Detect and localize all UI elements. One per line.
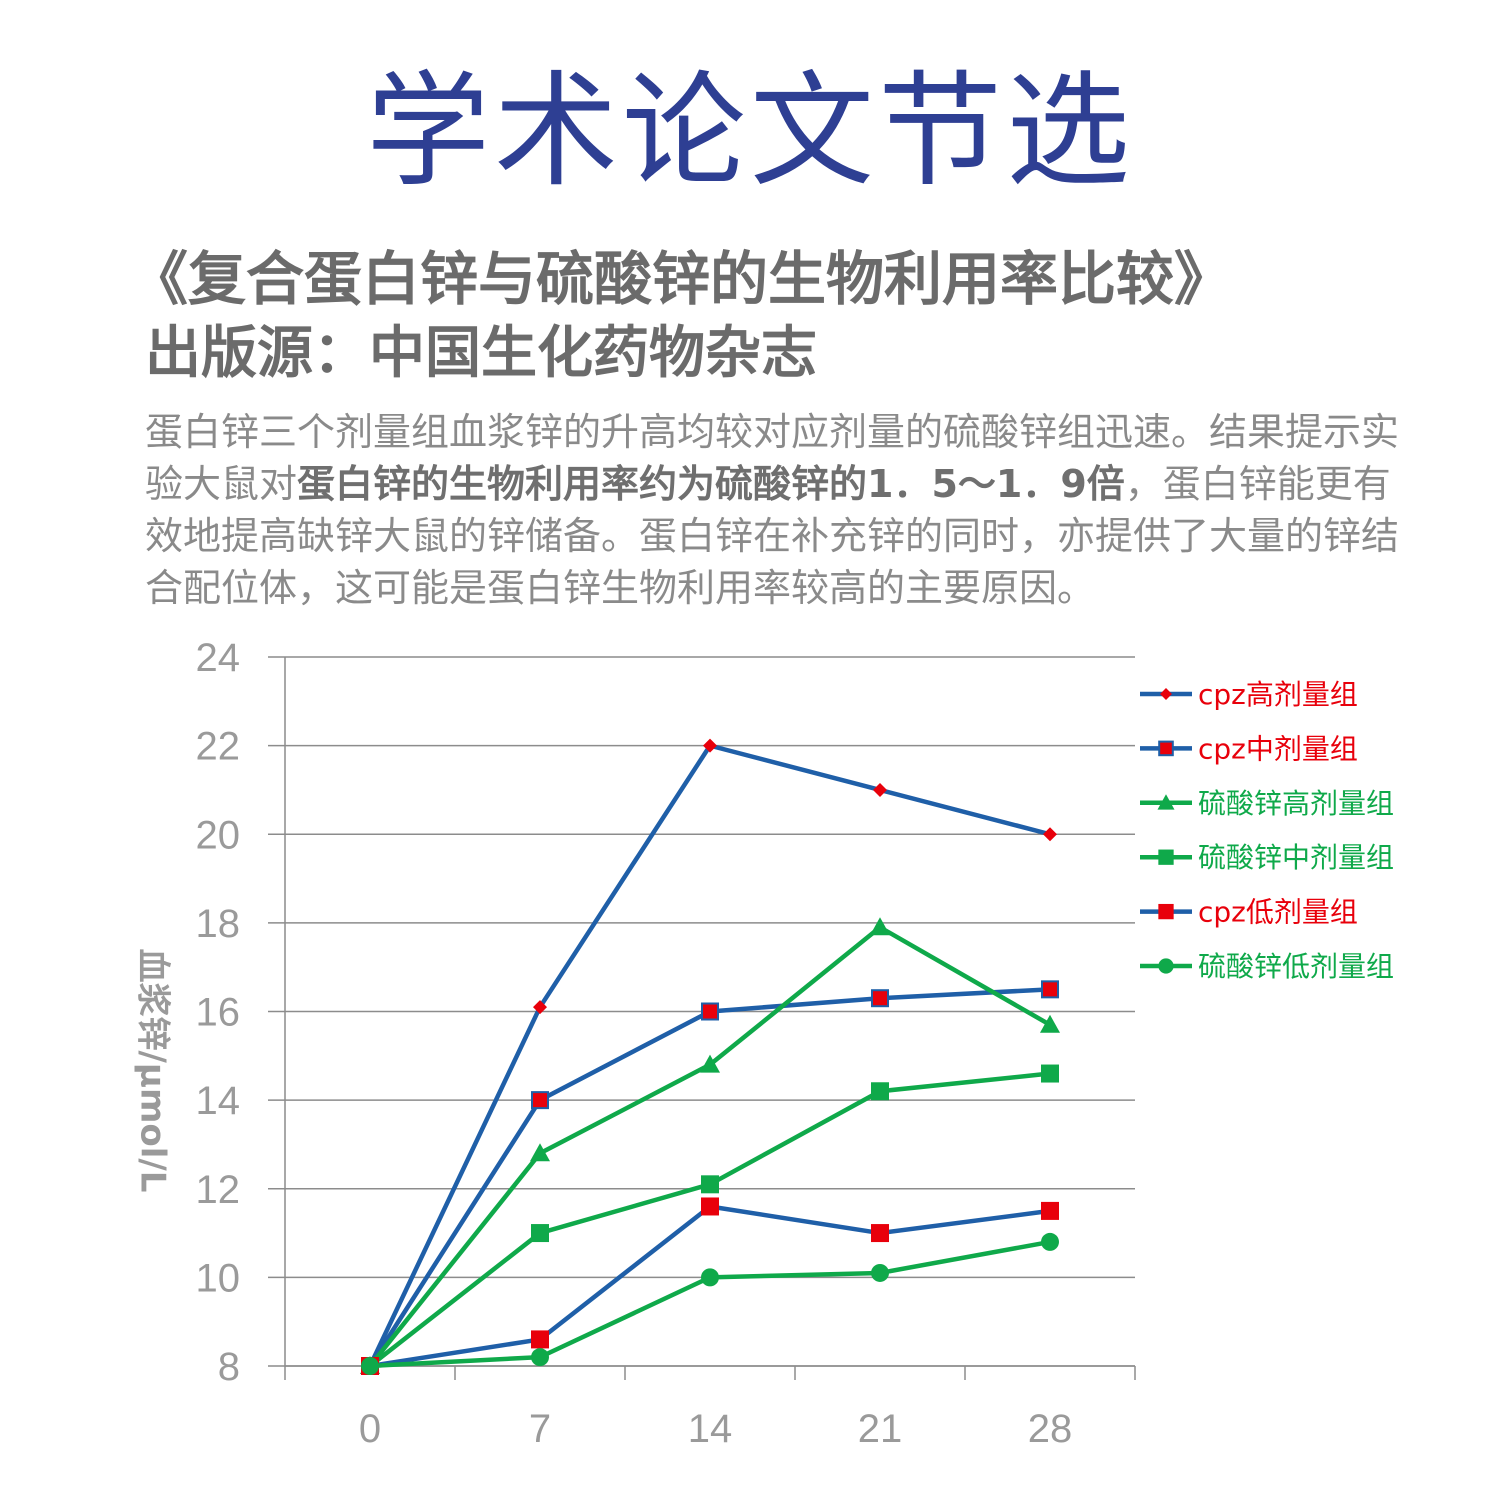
data-point-series-1: [873, 782, 887, 797]
abstract-part1: 蛋白锌三个剂量组血浆锌的升高均较对应剂量的硫酸锌组迅速。结果提示实验大鼠对: [145, 410, 1400, 506]
data-point-series-2: [871, 989, 889, 1008]
legend-label: cpz中剂量组: [1198, 732, 1358, 765]
data-point-series-1: [703, 738, 717, 753]
legend-label: 硫酸锌低剂量组: [1198, 950, 1394, 983]
y-tick-label: 18: [196, 902, 241, 946]
paper-title: 《复合蛋白锌与硫酸锌的生物利用率比较》: [130, 245, 1233, 313]
data-point-series-5: [701, 1197, 719, 1216]
data-point-series-5: [1041, 1201, 1059, 1220]
data-point-series-2: [1041, 980, 1059, 999]
legend-marker: [1157, 794, 1175, 810]
legend-label: cpz高剂量组: [1198, 678, 1358, 711]
data-point-series-6: [361, 1357, 379, 1375]
data-point-series-5: [871, 1224, 889, 1243]
data-point-series-3: [1040, 1014, 1060, 1033]
y-tick-label: 10: [196, 1256, 241, 1300]
y-tick-label: 24: [196, 636, 241, 680]
y-tick-label: 12: [196, 1168, 241, 1212]
legend-marker: [1158, 740, 1174, 757]
data-point-series-3: [870, 917, 890, 936]
data-point-series-3: [700, 1054, 720, 1073]
x-tick-label: 21: [858, 1407, 903, 1451]
data-point-series-4: [871, 1082, 889, 1101]
x-tick-label: 0: [359, 1407, 381, 1451]
legend-marker: [1158, 903, 1174, 920]
legend-label: 硫酸锌中剂量组: [1198, 841, 1394, 874]
y-tick-label: 20: [196, 813, 241, 857]
legend-marker: [1158, 849, 1174, 865]
series-line-6: [369, 1239, 1051, 1369]
data-point-series-5: [531, 1330, 549, 1349]
data-point-series-2: [701, 1002, 719, 1021]
data-point-series-6: [871, 1263, 889, 1282]
y-tick-label: 8: [218, 1345, 240, 1389]
data-point-series-6: [701, 1268, 719, 1287]
data-point-series-6: [531, 1348, 549, 1367]
data-point-series-1: [533, 1000, 547, 1015]
legend-marker: [1160, 688, 1172, 700]
data-point-series-4: [1041, 1064, 1059, 1083]
abstract-bold: 蛋白锌的生物利用率约为硫酸锌的1．5～1．9倍: [297, 462, 1125, 506]
data-point-series-4: [531, 1224, 549, 1243]
data-point-series-4: [701, 1175, 719, 1194]
y-tick-label: 14: [196, 1079, 241, 1123]
series-line-4: [368, 1071, 1051, 1368]
legend-marker: [1158, 958, 1174, 974]
legend-label: cpz低剂量组: [1198, 896, 1358, 929]
legend-label: 硫酸锌高剂量组: [1198, 787, 1394, 820]
line-chart: 8 10 12 14 16 18 20 22 24 0 7 14 21 28 cpz高剂量组 cpz中剂量组硫…: [196, 636, 1395, 1451]
abstract-text: 蛋白锌三个剂量组血浆锌的升高均较对应剂量的硫酸锌组迅速。结果提示实验大鼠对蛋白锌…: [145, 406, 1410, 614]
x-tick-label: 7: [529, 1407, 551, 1451]
y-tick-label: 16: [196, 991, 241, 1035]
data-point-series-6: [1041, 1232, 1059, 1251]
x-tick-label: 14: [688, 1407, 733, 1451]
source-line: 出版源：中国生化药物杂志: [145, 321, 817, 386]
data-point-series-3: [530, 1143, 550, 1162]
data-point-series-2: [531, 1091, 549, 1110]
x-tick-label: 28: [1028, 1407, 1073, 1451]
y-tick-label: 22: [196, 725, 241, 769]
banner-title: 学术论文节选: [365, 60, 1134, 204]
abstract-part2: ，蛋白锌能更有效地提高缺锌大鼠的锌储备。蛋白锌在补充锌的同时，亦提供了大量的锌结…: [145, 462, 1400, 610]
data-point-series-1: [1043, 827, 1057, 842]
